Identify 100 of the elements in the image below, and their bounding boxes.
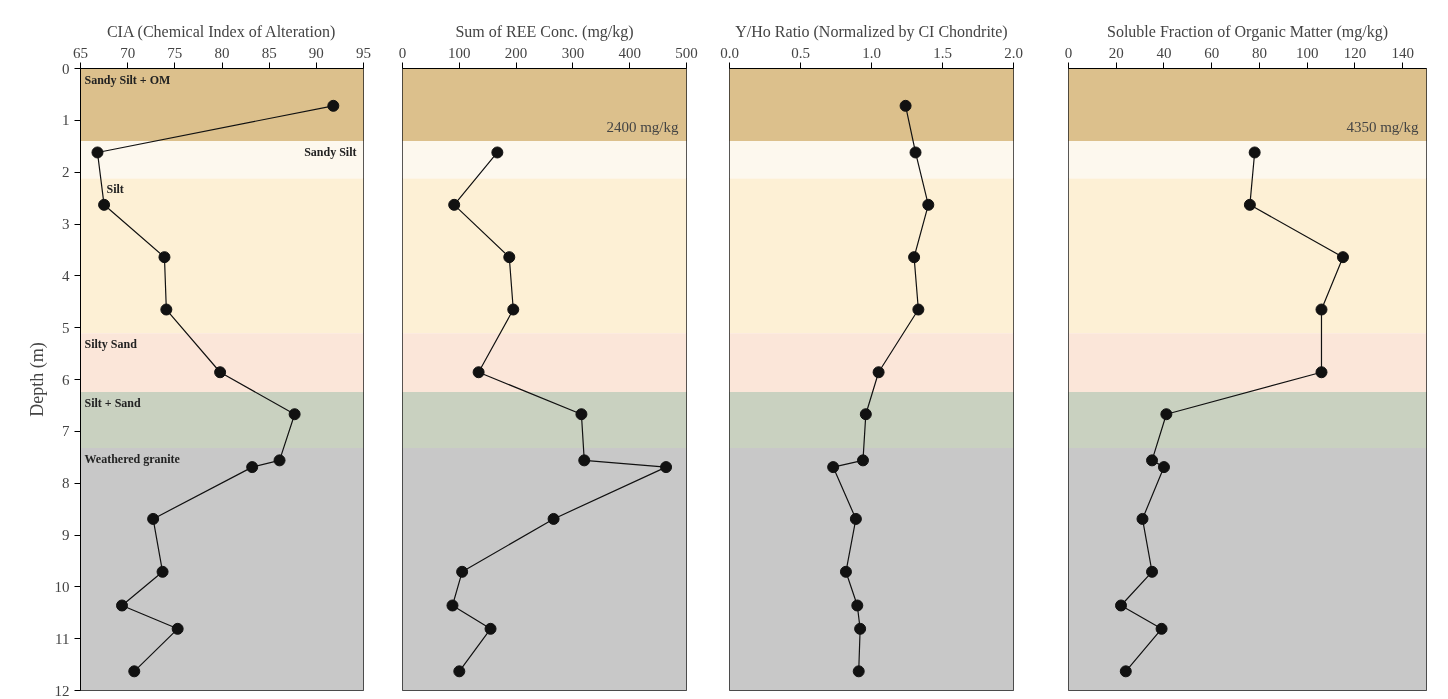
x-tick-label: 300 (561, 44, 585, 61)
point (507, 303, 520, 316)
point (246, 461, 259, 474)
y-tick-label: 4 (62, 267, 70, 284)
point (160, 303, 173, 316)
band-label: Silt + Sand (84, 395, 142, 410)
y-tick-label: 0 (62, 60, 70, 77)
y-tick-label: 1 (62, 112, 70, 129)
point (171, 622, 184, 635)
point (1248, 146, 1261, 159)
point (827, 461, 840, 474)
point (91, 146, 104, 159)
point (859, 408, 872, 421)
point (484, 622, 497, 635)
band-label: Sandy Silt (304, 145, 357, 160)
point (909, 146, 922, 159)
point (899, 99, 912, 112)
x-tick-label: 75 (167, 44, 183, 61)
x-tick-label: 85 (261, 44, 277, 61)
y-tick-label: 12 (54, 682, 70, 699)
x-tick-label: 90 (308, 44, 324, 61)
x-tick-label: 0 (1064, 44, 1073, 61)
x-tick-label: 120 (1343, 44, 1367, 61)
x-tick-label: 1.0 (862, 44, 881, 61)
point (851, 599, 864, 612)
x-tick-label: 20 (1108, 44, 1124, 61)
x-tick-label: 200 (504, 44, 528, 61)
point (1136, 512, 1149, 525)
point (491, 146, 504, 159)
point (1336, 251, 1349, 264)
y-tick-label: 2 (62, 164, 70, 181)
point (1146, 454, 1159, 467)
point (908, 251, 921, 264)
point (578, 454, 591, 467)
chart-title: Y/Ho Ratio (Normalized by CI Chondrite) (735, 22, 1008, 41)
point (456, 565, 469, 578)
x-tick-label: 140 (1391, 44, 1414, 61)
point (854, 622, 867, 635)
point (1146, 565, 1159, 578)
point (503, 251, 516, 264)
point (839, 565, 852, 578)
point (660, 461, 673, 474)
point (1155, 622, 1168, 635)
x-tick-label: 80 (1251, 44, 1267, 61)
x-tick-label: 80 (214, 44, 230, 61)
point (472, 366, 485, 379)
point (1243, 198, 1256, 211)
y-tick-label: 5 (62, 319, 70, 336)
y-tick-label: 9 (62, 527, 70, 543)
point (1315, 303, 1328, 316)
x-tick-label: 70 (120, 44, 136, 61)
band-label: Weathered granite (84, 451, 181, 466)
point (446, 599, 459, 612)
x-tick-label: 1.5 (933, 44, 952, 61)
point (147, 512, 160, 525)
point (1315, 366, 1328, 379)
point (1157, 461, 1170, 474)
y-tick-label: 6 (62, 371, 70, 388)
point (116, 599, 129, 612)
x-tick-label: 400 (618, 44, 641, 61)
x-tick-label: 60 (1204, 44, 1220, 61)
point (288, 408, 301, 421)
band-label: Sandy Silt + OM (84, 72, 171, 87)
point (1119, 665, 1132, 678)
chart-title: Sum of REE Conc. (mg/kg) (455, 22, 634, 41)
point (849, 512, 862, 525)
y-tick-label: 7 (62, 423, 70, 440)
point (1115, 599, 1128, 612)
x-tick-label: 500 (675, 44, 698, 61)
x-tick-label: 65 (73, 44, 88, 61)
annotation: 2400 mg/kg (606, 118, 679, 135)
point (1160, 408, 1173, 421)
y-tick-label: 11 (55, 630, 70, 647)
point (128, 665, 141, 678)
point (856, 454, 869, 467)
x-tick-label: 0.5 (791, 44, 810, 61)
x-tick-label: 95 (356, 44, 371, 61)
x-tick-label: 40 (1156, 44, 1172, 61)
chart-title: CIA (Chemical Index of Alteration) (106, 22, 336, 41)
point (922, 198, 935, 211)
y-tick-label: 8 (62, 475, 70, 492)
x-tick-label: 0.0 (720, 44, 739, 61)
x-tick-label: 100 (1295, 44, 1319, 61)
point (158, 251, 171, 264)
y-tick-label: 3 (62, 216, 70, 232)
point (156, 565, 169, 578)
y-axis-title: Depth (m) (26, 342, 48, 417)
point (575, 408, 588, 421)
band-label: Silt (106, 182, 124, 197)
annotation: 4350 mg/kg (1346, 118, 1419, 135)
point (912, 303, 925, 316)
point (448, 198, 461, 211)
point (214, 366, 227, 379)
x-tick-label: 100 (448, 44, 471, 61)
point (852, 665, 865, 678)
point (872, 366, 885, 379)
point (273, 454, 286, 467)
y-tick-label: 10 (54, 578, 70, 595)
point (327, 99, 340, 112)
x-tick-label: 0 (398, 44, 407, 61)
